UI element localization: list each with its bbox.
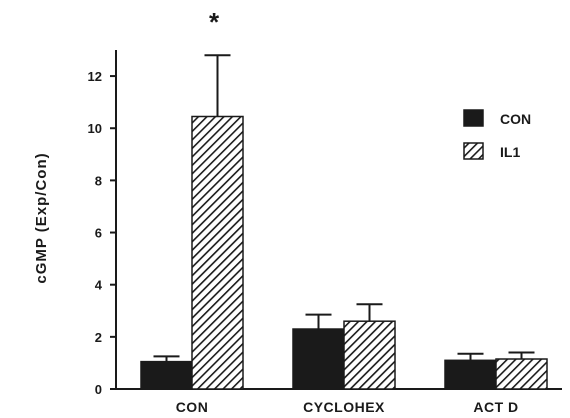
y-tick-label: 2 [95, 330, 102, 345]
y-tick-label: 0 [95, 382, 102, 397]
bar-con-2 [292, 328, 345, 390]
significance-annotation: * [209, 7, 220, 37]
legend-swatch-il1 [463, 142, 484, 160]
bar-il1-1 [191, 115, 244, 390]
legend-swatch-con [463, 109, 484, 127]
legend-label-con: CON [500, 111, 531, 127]
y-tick-label: 6 [95, 226, 102, 241]
x-tick-label: ACT D [473, 399, 518, 415]
y-axis-title: cGMP (Exp/Con) [33, 152, 50, 283]
y-tick-label: 12 [88, 69, 102, 84]
y-tick-label: 8 [95, 173, 102, 188]
bar-il1-2 [343, 320, 396, 390]
bar-con-1 [140, 360, 193, 390]
legend-label-il1: IL1 [500, 144, 520, 160]
y-tick-label: 10 [88, 121, 102, 136]
x-tick-label: CON [176, 399, 209, 415]
bar-con-3 [444, 359, 497, 390]
bar-il1-3 [495, 358, 548, 390]
y-tick-label: 4 [95, 278, 103, 293]
x-tick-label: CYCLOHEX [303, 399, 385, 415]
